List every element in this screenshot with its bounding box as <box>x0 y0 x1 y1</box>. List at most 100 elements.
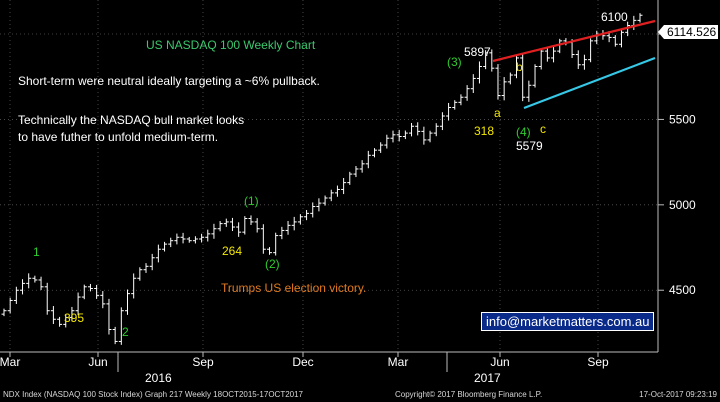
price-bar <box>63 314 69 328</box>
price-bar <box>143 263 149 273</box>
wave-1-label: 1 <box>33 245 40 259</box>
y-tick-label-5500: 5500 <box>669 112 696 126</box>
price-bar <box>489 49 495 72</box>
price-bar <box>328 189 334 202</box>
price-bar <box>353 165 359 178</box>
price-bar <box>575 50 581 69</box>
price-bar <box>520 54 526 102</box>
price-bar <box>458 94 464 106</box>
footer-security-info: NDX Index (NASDAQ 100 Stock Index) Graph… <box>3 390 303 399</box>
price-bar <box>581 54 587 70</box>
price-bar <box>118 307 124 345</box>
price-bar <box>242 216 248 235</box>
price-bar <box>316 198 322 212</box>
year-label-2017: 2017 <box>474 371 501 385</box>
comment-line-2b: to have futher to unfold medium-term. <box>18 130 218 144</box>
last-price-value: 6114.526 <box>667 25 716 39</box>
price-bar <box>7 297 13 314</box>
price-bar <box>124 289 130 315</box>
comment-line-1: Short-term were neutral ideally targetin… <box>18 74 320 88</box>
price-bar <box>174 233 180 245</box>
trendlines <box>492 19 656 110</box>
level-5579: 5579 <box>516 139 543 153</box>
price-bar <box>199 233 205 243</box>
price-bar <box>131 273 137 299</box>
price-bar <box>279 226 285 240</box>
price-bar <box>192 236 198 244</box>
grid <box>0 0 658 352</box>
price-bar <box>149 253 155 271</box>
price-bar <box>285 221 291 235</box>
price-bar <box>137 267 143 281</box>
price-bar <box>452 100 458 110</box>
price-bar <box>87 283 93 292</box>
price-bar <box>464 85 470 101</box>
x-tick-label-1: Jun <box>88 355 107 369</box>
price-bar <box>588 38 594 63</box>
price-bar <box>260 224 266 254</box>
price-bar <box>180 232 186 244</box>
x-tick-label-6: Sep <box>587 355 609 369</box>
footer-timestamp: 17-Oct-2017 09:23:19 <box>639 390 717 399</box>
price-bar <box>217 221 223 232</box>
label-b: b <box>516 60 523 74</box>
price-bar <box>20 279 26 295</box>
price-bar <box>38 276 44 291</box>
price-bar <box>186 236 192 243</box>
price-bar <box>396 129 402 142</box>
price-bar <box>433 123 439 137</box>
price-bar <box>341 178 347 195</box>
count-264: 264 <box>222 244 242 258</box>
price-bar <box>168 237 174 248</box>
price-bar <box>334 185 340 197</box>
price-bar <box>44 282 50 315</box>
count-395: 395 <box>64 311 84 325</box>
price-bar <box>501 77 507 101</box>
email-link[interactable]: info@marketmatters.com.au <box>481 312 655 331</box>
price-bar <box>365 150 371 169</box>
lower-trendline <box>523 56 656 110</box>
label-c: c <box>540 122 546 136</box>
price-bar <box>625 21 631 37</box>
price-bar <box>495 64 501 100</box>
wave-2-label: 2 <box>122 325 129 339</box>
price-bar <box>557 38 563 54</box>
price-bar <box>544 47 550 62</box>
price-bar <box>297 214 303 225</box>
price-bar <box>427 130 433 143</box>
wave-1-paren-label: (1) <box>244 194 259 208</box>
label-a: a <box>494 106 501 120</box>
price-bar <box>384 134 390 149</box>
price-bar <box>526 80 532 102</box>
price-bar <box>439 112 445 131</box>
price-bar <box>162 241 168 252</box>
x-axis: Mar Jun Sep Dec Mar Jun Sep <box>0 352 609 372</box>
price-bar <box>371 148 377 158</box>
price-bar <box>81 284 87 300</box>
price-bar <box>50 306 56 324</box>
count-318: 318 <box>474 124 494 138</box>
last-price-tag: 6114.526 <box>658 25 718 39</box>
price-bar <box>551 46 557 63</box>
x-tick-label-5: Jun <box>490 355 509 369</box>
price-bar <box>409 122 415 137</box>
price-bar <box>248 215 254 225</box>
x-tick-label-3: Dec <box>292 355 313 369</box>
price-bar <box>273 232 279 256</box>
price-bar <box>75 292 81 316</box>
price-bar <box>538 48 544 70</box>
wave-4-paren-label: (4) <box>516 125 531 139</box>
price-bar <box>514 54 520 79</box>
price-bar <box>637 13 643 23</box>
price-bar <box>390 130 396 143</box>
price-bar <box>1 308 7 317</box>
y-tick-label-5000: 5000 <box>669 198 696 212</box>
price-bar <box>32 275 38 283</box>
price-bar <box>236 222 242 237</box>
price-bar <box>13 286 19 304</box>
wave-3-paren-label: (3) <box>447 55 462 69</box>
price-bar <box>223 218 229 227</box>
price-bar <box>402 130 408 140</box>
chart-title: US NASDAQ 100 Weekly Chart <box>146 38 316 52</box>
